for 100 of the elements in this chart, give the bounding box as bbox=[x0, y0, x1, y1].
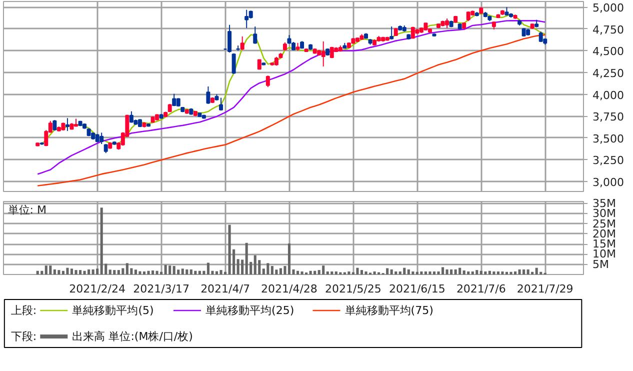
y-tick-label: 4,000 bbox=[592, 88, 624, 102]
bar bbox=[117, 270, 120, 274]
bar bbox=[156, 270, 158, 274]
bar bbox=[194, 270, 197, 274]
bar bbox=[113, 270, 116, 274]
bar bbox=[322, 266, 325, 274]
candlestick bbox=[104, 144, 108, 154]
bar bbox=[540, 272, 542, 274]
y-tick-label: 3,500 bbox=[592, 132, 624, 146]
bar bbox=[88, 269, 90, 274]
bar bbox=[96, 268, 99, 274]
bar bbox=[505, 272, 508, 274]
bar bbox=[186, 269, 188, 274]
bar bbox=[484, 271, 487, 274]
bar bbox=[177, 270, 180, 274]
bar bbox=[531, 272, 534, 274]
bar bbox=[394, 271, 398, 274]
x-tick-label: 2021/7/6 bbox=[456, 282, 506, 296]
line-series bbox=[36, 20, 546, 175]
bar bbox=[44, 266, 48, 274]
bar bbox=[522, 269, 526, 274]
bar bbox=[348, 271, 350, 274]
bar bbox=[398, 271, 402, 274]
bar bbox=[168, 266, 172, 274]
bar bbox=[151, 270, 154, 274]
candlestick bbox=[52, 120, 57, 131]
bar bbox=[386, 268, 389, 274]
bar bbox=[70, 268, 74, 274]
bar bbox=[454, 269, 457, 274]
candlestick bbox=[172, 93, 176, 107]
bar bbox=[296, 270, 300, 274]
bar bbox=[518, 269, 521, 274]
bar bbox=[78, 270, 82, 274]
candlestick bbox=[232, 52, 236, 74]
bar bbox=[300, 271, 304, 274]
x-tick-label: 2021/5/25 bbox=[325, 282, 382, 296]
candlestick bbox=[228, 24, 232, 53]
bar bbox=[100, 208, 103, 274]
bar bbox=[181, 268, 184, 274]
annotation: 単位: M bbox=[8, 204, 46, 216]
bar bbox=[390, 269, 393, 274]
x-tick-label: 2021/2/24 bbox=[69, 282, 126, 296]
bar bbox=[236, 259, 240, 274]
bar bbox=[138, 271, 142, 274]
bar bbox=[147, 270, 150, 274]
bar bbox=[360, 270, 364, 274]
line-series bbox=[41, 13, 546, 145]
y-tick-label: 4,500 bbox=[592, 45, 624, 58]
bar bbox=[66, 268, 69, 274]
bar bbox=[467, 271, 470, 274]
bar bbox=[164, 264, 167, 274]
candlestick bbox=[219, 97, 223, 111]
bar bbox=[122, 268, 124, 274]
bar bbox=[471, 271, 474, 274]
bar bbox=[241, 260, 244, 274]
candlestick bbox=[321, 40, 326, 67]
bar bbox=[330, 271, 334, 274]
bar bbox=[535, 268, 538, 274]
bar bbox=[510, 272, 512, 274]
bar bbox=[446, 269, 448, 274]
bar bbox=[270, 266, 274, 274]
candlestick bbox=[266, 75, 270, 88]
x-tick-label: 2021/3/17 bbox=[133, 282, 190, 296]
candlestick bbox=[390, 26, 394, 40]
x-tick-label: 2021/6/15 bbox=[388, 282, 446, 296]
bar bbox=[412, 271, 414, 274]
bar bbox=[356, 268, 359, 274]
bar bbox=[215, 271, 218, 274]
bar bbox=[92, 269, 94, 274]
bar bbox=[407, 269, 410, 274]
bar bbox=[228, 224, 231, 274]
bar bbox=[488, 270, 491, 274]
bar bbox=[224, 272, 227, 274]
legend-label: 単純移動平均(25) bbox=[206, 304, 294, 317]
bar bbox=[36, 270, 39, 274]
bar bbox=[314, 270, 316, 274]
bar bbox=[326, 271, 329, 274]
legend-title: 上段: bbox=[10, 304, 37, 317]
bar bbox=[190, 269, 192, 274]
y-tick-label: 3,000 bbox=[592, 176, 624, 189]
bar bbox=[476, 270, 478, 274]
legend-label: 単純移動平均(5) bbox=[72, 304, 154, 317]
bar bbox=[364, 271, 368, 274]
candlestick bbox=[240, 36, 244, 50]
bar bbox=[373, 271, 376, 274]
legend-title: 下段: bbox=[10, 330, 37, 343]
candlestick bbox=[65, 118, 70, 132]
bar bbox=[514, 271, 517, 274]
bar bbox=[142, 271, 146, 274]
candlestick bbox=[244, 9, 249, 29]
bar bbox=[220, 270, 222, 274]
bar bbox=[450, 269, 453, 274]
x-tick-label: 2021/4/28 bbox=[261, 282, 318, 296]
bar bbox=[501, 271, 504, 274]
bar bbox=[428, 271, 432, 274]
bar bbox=[58, 270, 60, 274]
bar bbox=[462, 270, 466, 274]
bar bbox=[198, 270, 201, 274]
candlestick bbox=[100, 132, 104, 144]
bar bbox=[245, 242, 248, 274]
